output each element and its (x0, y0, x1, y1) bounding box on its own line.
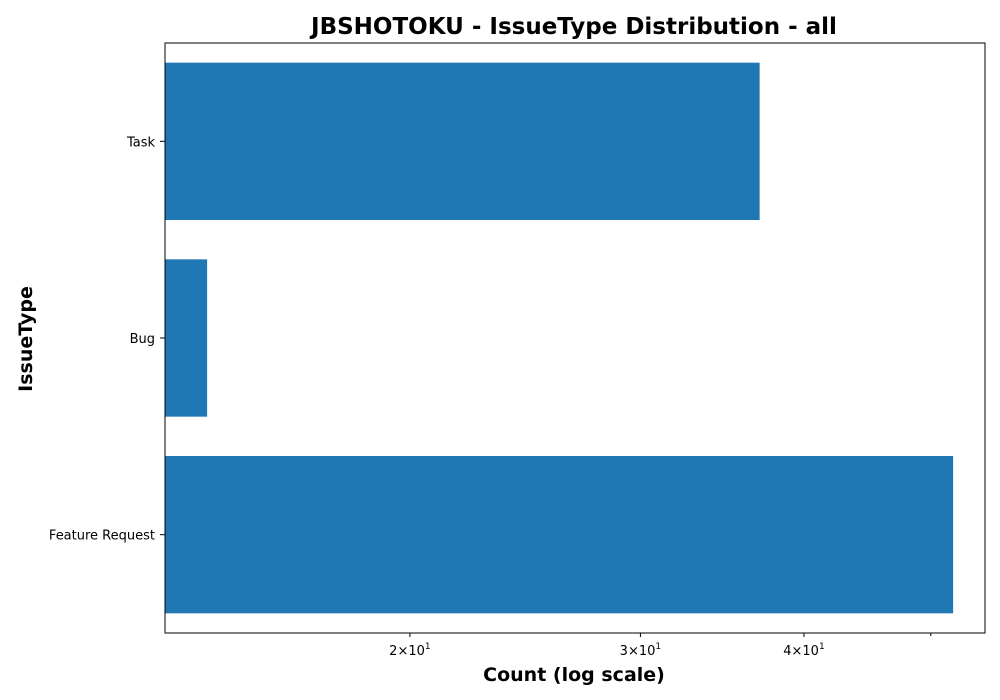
x-axis-label: Count (log scale) (483, 664, 665, 686)
x-tick-label: 3×101 (620, 642, 661, 659)
bars-group (165, 62, 954, 614)
y-tick-label: Feature Request (49, 529, 155, 544)
chart-title: JBSHOTOKU - IssueType Distribution - all (309, 14, 837, 40)
y-tick-label: Task (126, 135, 156, 150)
y-axis-ticks: Task Bug Feature Request (49, 135, 165, 544)
y-tick-label: Bug (130, 332, 155, 347)
x-axis-ticks: 2×101 3×101 4×101 (389, 633, 932, 659)
bar-feature-request (165, 456, 954, 614)
plot-frame (164, 42, 986, 634)
bar-bug (165, 259, 208, 417)
x-tick-label: 2×101 (389, 642, 430, 659)
x-tick-label: 4×101 (783, 642, 824, 659)
bar-task (165, 62, 760, 220)
y-axis-label: IssueType (15, 286, 37, 392)
